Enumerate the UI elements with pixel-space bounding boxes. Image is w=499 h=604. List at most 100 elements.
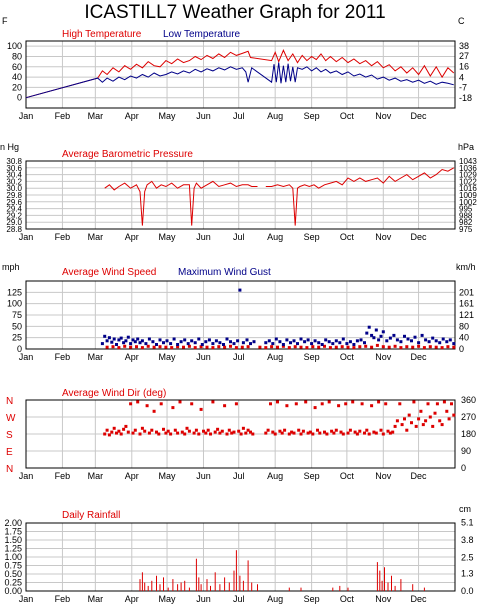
wind-dir-point — [244, 431, 248, 435]
rain-month-label: Aug — [267, 594, 283, 604]
wind-dir-point — [348, 428, 352, 432]
wind-gust-point — [377, 338, 381, 342]
rain-left-tick: 1.25 — [4, 544, 22, 554]
avg-wind-point — [111, 345, 115, 349]
temp-month-label: Sep — [304, 111, 320, 121]
avg-wind-point — [264, 346, 268, 350]
wind-dir-point — [435, 402, 439, 406]
rain-month-label: Feb — [55, 594, 71, 604]
wind-gust-point — [365, 331, 369, 335]
wind-dir-point — [232, 430, 236, 434]
wind-dir-point — [131, 431, 135, 435]
wind-gust-point — [274, 337, 278, 341]
pressure-left-tick: 29.2 — [6, 211, 22, 220]
avg-wind-point — [152, 345, 156, 349]
temp-right-tick: 38 — [459, 41, 469, 51]
winddir-left-label: N — [6, 396, 13, 407]
wind-dir-point — [103, 432, 107, 436]
wind-dir-point — [124, 424, 128, 428]
wind-dir-point — [424, 419, 428, 423]
wind-gust-point — [445, 340, 449, 344]
wind-gust-point — [214, 339, 218, 343]
wind-dir-point — [122, 427, 126, 431]
winddir-month-label: Jun — [196, 471, 211, 481]
winddir-month-label: Oct — [340, 471, 355, 481]
pressure-series-line — [104, 180, 258, 226]
wind-month-label: Jul — [233, 352, 245, 362]
pressure-month-label: Jul — [233, 232, 245, 242]
wind-dir-point — [164, 431, 168, 435]
avg-wind-point — [117, 346, 121, 350]
avg-wind-point — [205, 345, 209, 349]
wind-dir-point — [355, 432, 359, 436]
avg-wind-point — [381, 345, 385, 349]
wind-dir-point — [344, 402, 348, 406]
wind-dir-point — [412, 400, 416, 404]
wind-dir-point — [110, 430, 114, 434]
avg-wind-point — [334, 345, 338, 349]
winddir-left-label: W — [6, 413, 16, 424]
wind-gust-point — [218, 341, 222, 345]
wind-gust-point — [278, 340, 282, 344]
avg-wind-point — [211, 346, 215, 350]
pressure-left-tick: 29.0 — [6, 218, 22, 227]
pressure-left-tick: 30.6 — [6, 164, 22, 173]
wind-gust-point — [129, 342, 133, 346]
winddir-month-label: Feb — [55, 471, 71, 481]
wind-dir-point — [283, 428, 287, 432]
wind-gust-point — [155, 343, 158, 346]
wind-gust-point — [172, 337, 176, 341]
wind-dir-point — [173, 428, 177, 432]
pressure-left-tick: 30.8 — [6, 157, 22, 166]
rain-month-label: Mar — [88, 594, 104, 604]
avg-wind-point — [187, 344, 191, 348]
pressure-plot-frame — [25, 160, 456, 230]
avg-wind-point — [140, 346, 144, 350]
wind-dir-point — [351, 400, 355, 404]
wind-dir-point — [115, 431, 118, 435]
wind-gust-point — [448, 338, 452, 342]
wind-gust-point — [341, 337, 345, 341]
wind-dir-point — [166, 429, 170, 433]
wind-dir-point — [327, 400, 331, 404]
wind-dir-point — [145, 404, 149, 408]
avg-wind-point — [123, 344, 127, 348]
wind-dir-point — [150, 428, 154, 432]
wind-dir-point — [301, 429, 305, 433]
wind-month-label: Oct — [340, 352, 355, 362]
wind-dir-point — [143, 429, 147, 433]
wind-right-tick: 80 — [459, 321, 469, 331]
pressure-left-unit: n Hg — [0, 142, 19, 152]
wind-gust-point — [211, 342, 215, 346]
wind-dir-point — [304, 400, 308, 404]
rain-legend: Daily Rainfall — [62, 510, 120, 521]
avg-wind-point — [387, 345, 391, 349]
temp-right-tick: -7 — [459, 83, 467, 93]
wind-speed-panel: Jan Feb Mar Apr May Jun Jul Aug Sep Oct Nov Dec mph k… — [2, 262, 476, 362]
wind-dir-point — [405, 428, 409, 432]
winddir-left-label: S — [6, 430, 13, 441]
wind-gust-point — [112, 337, 116, 341]
pressure-left-tick: 29.4 — [6, 205, 22, 214]
wind-gust-point — [441, 337, 445, 341]
wind-gust-point — [144, 342, 148, 346]
pressure-month-label: Sep — [304, 232, 320, 242]
wind-gust-point — [374, 328, 378, 332]
wind-dir-point — [209, 432, 212, 436]
wind-dir-point — [112, 426, 116, 430]
wind-dir-point — [204, 431, 208, 435]
avg-wind-point — [452, 345, 456, 349]
wind-dir-point — [358, 429, 362, 433]
wind-gust-point — [241, 341, 245, 345]
wind-gust-point — [392, 333, 396, 337]
wind-dir-point — [273, 432, 277, 436]
wind-gust-point — [229, 340, 232, 344]
wind-dir-point — [194, 428, 198, 432]
pressure-month-label: Feb — [55, 232, 71, 242]
wind-gust-point — [138, 341, 142, 345]
wind-gust-point — [431, 336, 435, 340]
wind-legend-avg: Average Wind Speed — [62, 267, 156, 278]
temp-month-label: Dec — [411, 111, 428, 121]
pressure-month-label: Dec — [411, 232, 428, 242]
